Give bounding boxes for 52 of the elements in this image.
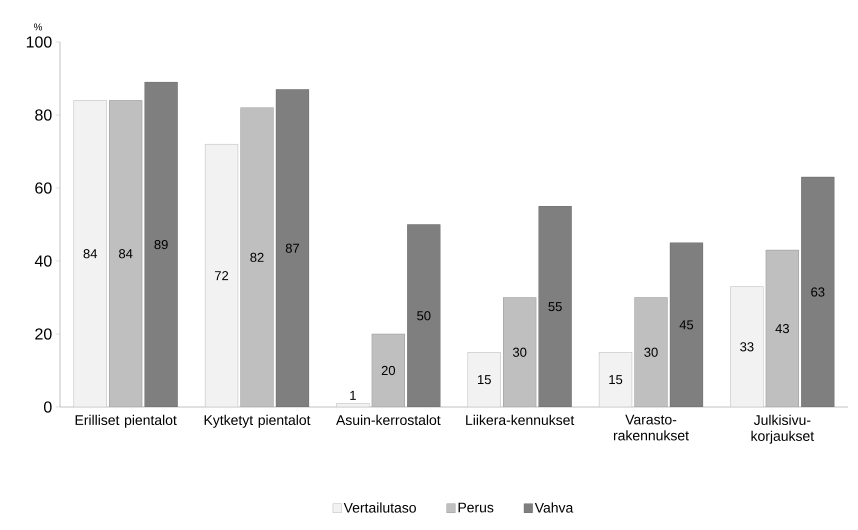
- data-label: 45: [680, 320, 694, 330]
- bar: [204, 144, 238, 408]
- bar: [407, 224, 440, 408]
- y-tick-label: 40: [34, 255, 52, 267]
- data-label: 1: [350, 390, 356, 400]
- y-tick-label: 100: [26, 36, 52, 48]
- data-label: 15: [478, 375, 491, 384]
- data-label: 30: [512, 348, 526, 357]
- legend-label: Perus: [458, 502, 494, 512]
- bar: [766, 250, 799, 408]
- bar: [74, 100, 107, 408]
- bar: [336, 403, 370, 408]
- bar: [240, 108, 274, 408]
- bar: [372, 334, 405, 408]
- bar: [276, 89, 310, 408]
- bar: [144, 82, 178, 408]
- x-tick-label: Kytketyt pientalot: [204, 414, 310, 428]
- data-label: 63: [811, 287, 824, 297]
- bar: [730, 286, 764, 408]
- bar: [109, 100, 142, 408]
- y-tick-label: 20: [35, 328, 52, 340]
- bar: [538, 206, 572, 408]
- bar: [634, 297, 668, 408]
- y-tick-label: 60: [35, 182, 52, 194]
- data-label: 82: [250, 252, 264, 262]
- data-label: 30: [644, 348, 658, 357]
- data-label: 43: [775, 324, 789, 334]
- x-tick-label: Asuin-kerrostalot: [336, 414, 441, 426]
- data-label: 15: [609, 375, 622, 384]
- x-tick-label: Erilliset pientalot: [76, 414, 177, 428]
- data-label: 89: [154, 240, 168, 250]
- legend-label: Vertailutaso: [344, 502, 416, 513]
- bar: [801, 176, 834, 408]
- y-tick-label: 0: [44, 401, 52, 413]
- x-tick-label: Liikera-kennukset: [466, 414, 574, 426]
- y-tick-label: 80: [35, 109, 52, 121]
- bar: [670, 242, 704, 408]
- data-label: 84: [84, 249, 98, 258]
- bar: [468, 352, 501, 408]
- x-tick-label: Varasto-rakennukset: [614, 414, 689, 440]
- data-label: 84: [119, 249, 132, 258]
- bar: [503, 297, 536, 408]
- data-label: 20: [382, 366, 396, 376]
- data-label: 50: [417, 311, 430, 320]
- data-label: 72: [215, 271, 228, 280]
- data-label: 55: [548, 302, 562, 312]
- data-label: 33: [740, 342, 754, 352]
- y-axis-title: %: [34, 24, 42, 30]
- data-label: 87: [286, 244, 300, 253]
- x-tick-label: Julkisivu-korjaukset: [751, 414, 814, 444]
- bar: [598, 352, 632, 408]
- legend-label: Vahva: [534, 502, 574, 513]
